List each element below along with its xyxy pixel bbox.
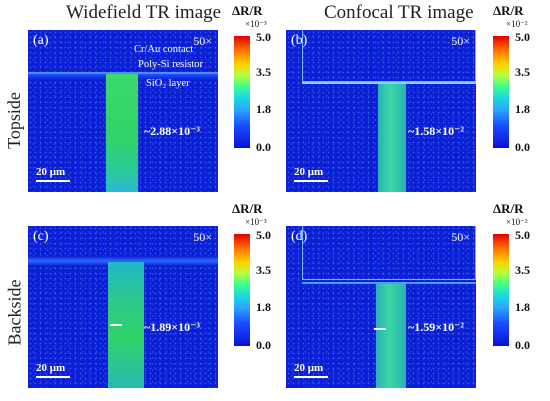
value-label: ~1.59×10⁻² — [408, 320, 465, 334]
colorbar-tick: 5.0 — [256, 228, 271, 242]
magnification: 50× — [451, 230, 470, 244]
row-header-topside: Topside — [3, 92, 24, 149]
colorbar-tick: 0.0 — [256, 338, 271, 352]
panel-c: (c) 50× ~1.89×10⁻³ 20 μm — [28, 226, 218, 388]
value-label: ~1.58×10⁻² — [408, 124, 465, 138]
colorbar-tick: 5.0 — [515, 228, 530, 242]
note-sio2-layer: SiO₂ layer — [146, 78, 190, 89]
panel-label: (b) — [291, 33, 308, 48]
colorbar-title: ΔR/R — [493, 3, 524, 18]
colorbar-exponent: ×10⁻³ — [245, 217, 267, 227]
measurement-marker — [374, 328, 386, 330]
colorbar-gradient — [234, 36, 250, 148]
panel-b: (b) 50× ~1.58×10⁻² 20 μm — [286, 30, 476, 192]
colorbar-tick: 3.5 — [256, 263, 271, 277]
scale-label: 20 μm — [36, 166, 66, 178]
colorbar-exponent: ×10⁻² — [506, 19, 528, 29]
colorbar-tick: 5.0 — [256, 30, 271, 44]
magnification: 50× — [193, 34, 212, 48]
column-header-widefield: Widefield TR image — [66, 2, 222, 23]
colorbar-tick: 1.8 — [256, 102, 271, 116]
colorbar-title: ΔR/R — [232, 201, 263, 216]
measurement-marker — [110, 324, 122, 326]
scale-bar — [294, 180, 328, 182]
colorbar-tick: 3.5 — [515, 263, 530, 277]
colorbar-tick: 1.8 — [515, 300, 530, 314]
value-label: ~1.89×10⁻³ — [144, 320, 201, 334]
resistor-stripe — [378, 84, 406, 192]
colorbar-title: ΔR/R — [232, 3, 263, 18]
colorbar-title: ΔR/R — [493, 201, 524, 216]
colorbar-tick: 3.5 — [256, 65, 271, 79]
panel-label: (a) — [33, 33, 49, 48]
note-poly-si-resistor: Poly-Si resistor — [138, 59, 204, 70]
colorbar-exponent: ×10⁻³ — [245, 19, 267, 29]
magnification: 50× — [193, 230, 212, 244]
colorbar-gradient — [493, 36, 509, 148]
colorbar-tick: 1.8 — [256, 300, 271, 314]
row-header-backside: Backside — [4, 279, 25, 346]
colorbar-tick: 5.0 — [515, 30, 530, 44]
colorbar-tick: 0.0 — [256, 140, 271, 154]
colorbar-tick: 0.0 — [515, 338, 530, 352]
resistor-stripe — [376, 284, 406, 388]
panel-d: (d) 50× ~1.59×10⁻² 20 μm — [286, 226, 476, 388]
colorbar-exponent: ×10⁻² — [506, 217, 528, 227]
colorbar-tick: 1.8 — [515, 102, 530, 116]
scale-label: 20 μm — [294, 362, 324, 374]
panel-label: (d) — [291, 229, 308, 244]
scale-bar — [294, 376, 328, 378]
column-header-confocal: Confocal TR image — [324, 2, 474, 23]
colorbar-gradient — [234, 234, 250, 346]
panel-label: (c) — [33, 229, 49, 244]
scale-bar — [36, 180, 70, 182]
magnification: 50× — [451, 34, 470, 48]
scale-label: 20 μm — [36, 362, 66, 374]
colorbar-gradient — [493, 234, 509, 346]
colorbar-tick: 0.0 — [515, 140, 530, 154]
scale-label: 20 μm — [294, 166, 324, 178]
colorbar-tick: 3.5 — [515, 65, 530, 79]
scale-bar — [36, 376, 70, 378]
resistor-stripe — [106, 74, 138, 192]
value-label: ~2.88×10⁻³ — [144, 124, 201, 138]
note-cr-au-contact: Cr/Au contact — [134, 44, 194, 55]
panel-a: (a) 50× Cr/Au contact Poly-Si resistor S… — [28, 30, 218, 192]
